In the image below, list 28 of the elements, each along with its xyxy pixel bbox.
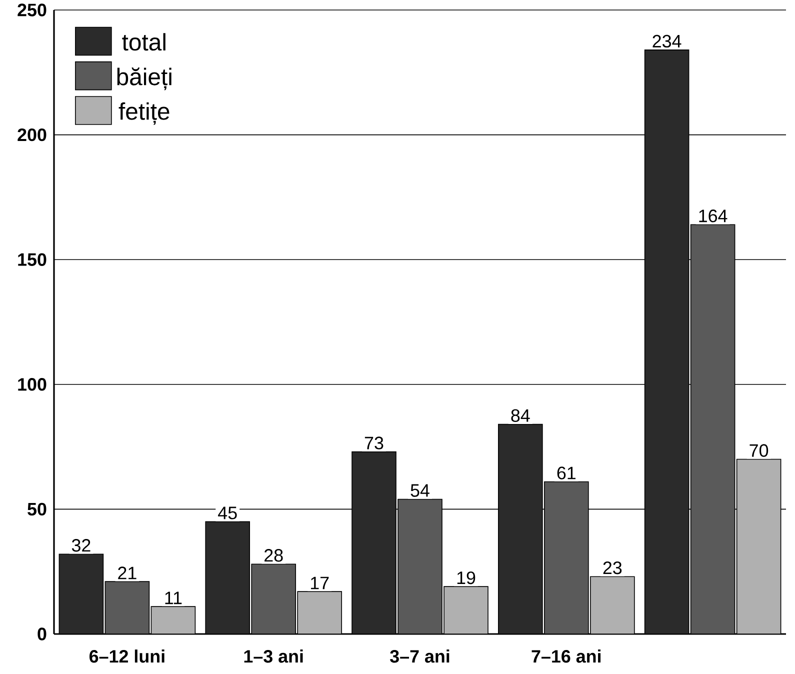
data-label: 45 <box>218 506 237 520</box>
legend-label: total <box>122 33 166 51</box>
x-tick-label: 1–3 ani <box>244 650 303 663</box>
y-tick-label: 50 <box>28 502 46 516</box>
y-tick-label: 100 <box>18 378 46 391</box>
data-label: 164 <box>699 210 728 222</box>
data-label: 19 <box>457 571 476 584</box>
data-label: 17 <box>311 576 329 590</box>
data-label: 21 <box>118 566 136 580</box>
legend-label: băieți <box>117 67 172 90</box>
data-label: 61 <box>557 466 576 480</box>
y-tick-label: 0 <box>38 628 46 640</box>
data-label: 28 <box>264 549 283 562</box>
y-tick-label: 150 <box>18 253 46 266</box>
x-tick-label: 7–16 ani <box>532 650 601 663</box>
x-tick-label: 3–7 ani <box>390 650 450 663</box>
data-label: 84 <box>511 409 530 422</box>
data-label: 70 <box>750 444 768 457</box>
data-label: 23 <box>603 561 622 574</box>
data-label: 234 <box>652 34 682 48</box>
data-label: 11 <box>165 592 182 604</box>
y-tick-label: 200 <box>18 128 46 142</box>
y-tick-label: 250 <box>18 4 46 16</box>
data-label: 54 <box>410 484 430 497</box>
data-label: 73 <box>364 436 384 450</box>
data-label: 32 <box>72 539 90 552</box>
legend-label: fetițe <box>118 102 170 125</box>
x-tick-label: 6–12 luni <box>89 650 164 663</box>
